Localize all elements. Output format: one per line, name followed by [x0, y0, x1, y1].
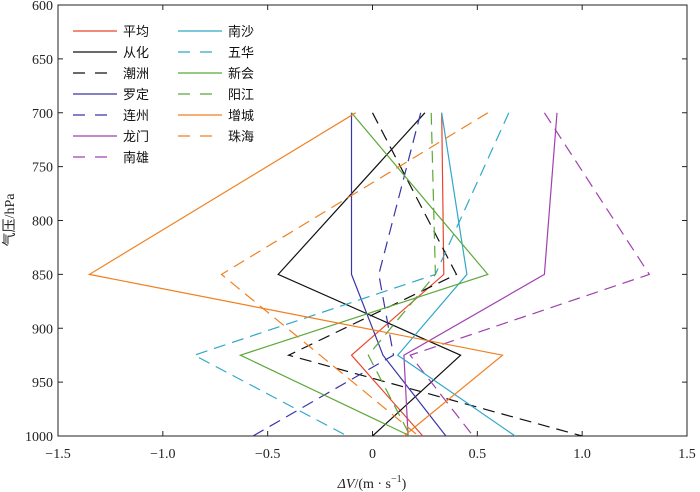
x-axis-label-close: )	[402, 477, 407, 492]
legend-label: 珠海	[228, 130, 254, 145]
legend-label: 潮洲	[123, 67, 149, 82]
series-line	[403, 112, 558, 437]
series-line	[252, 112, 422, 437]
x-tick-label: −0.5	[255, 447, 280, 462]
y-tick-label: 1000	[25, 430, 53, 445]
legend-label: 罗定	[123, 88, 149, 103]
y-tick-label: 650	[32, 53, 53, 68]
y-tick-label: 850	[32, 268, 53, 283]
x-axis-label-symbol: ΔV	[337, 477, 356, 492]
series-line	[238, 112, 489, 437]
series-line	[220, 112, 489, 437]
series-line	[192, 112, 510, 437]
series-line	[87, 112, 504, 437]
legend-label: 增城	[228, 109, 254, 124]
x-tick-label: 0.5	[469, 447, 487, 462]
plot-frame	[57, 4, 688, 437]
x-axis-label-unit: /(m · s	[354, 477, 391, 492]
legend-label: 阳江	[228, 88, 254, 103]
x-tick-label: 0	[369, 447, 376, 462]
x-axis-label-exponent: −1	[391, 474, 402, 485]
legend-label: 南沙	[228, 24, 254, 40]
y-tick-label: 900	[32, 322, 53, 337]
x-tick-label: −1.0	[150, 447, 175, 462]
x-tick-label: 1.5	[678, 447, 696, 462]
legend-label: 五华	[228, 46, 254, 61]
y-axis-label: 气压/hPa	[2, 193, 18, 247]
legend-label: 从化	[123, 46, 149, 61]
series-line	[409, 112, 651, 437]
legend-label: 龙门	[123, 130, 149, 145]
y-tick-label: 700	[32, 107, 53, 122]
y-tick-label: 800	[32, 215, 53, 230]
series-line	[367, 112, 437, 437]
x-tick-label: 1.0	[573, 447, 591, 462]
series-line	[350, 112, 447, 437]
legend-label: 新会	[228, 66, 254, 82]
series-line	[350, 112, 445, 437]
series-line	[396, 112, 516, 437]
legend-label: 连州	[123, 108, 149, 124]
x-axis-label: ΔV/(m · s−1)	[337, 474, 407, 492]
y-tick-label: 950	[32, 376, 53, 391]
series-lines	[87, 112, 651, 437]
y-tick-label: 600	[32, 0, 53, 14]
y-tick-label: 750	[32, 161, 53, 176]
legend-label: 南雄	[123, 150, 149, 166]
series-line	[286, 112, 583, 437]
ticks: −1.5 −1.0 −0.5 0 0.5 1.0 1.5 600 650 700 750 800 850…	[25, 0, 696, 462]
x-tick-label: −1.5	[45, 447, 70, 462]
legend-label: 平均	[123, 25, 149, 40]
